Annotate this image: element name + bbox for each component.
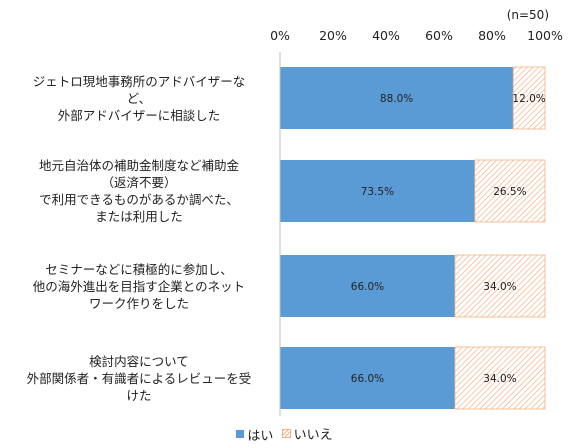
x-tick-label: 80% xyxy=(478,28,506,43)
x-tick-label: 20% xyxy=(319,28,347,43)
legend-swatch-yes xyxy=(236,430,245,438)
legend-swatch-no xyxy=(281,429,291,438)
bar-no xyxy=(512,66,546,130)
data-label: 88.0% xyxy=(379,93,414,105)
category-label: ジェトロ現地事務所のアドバイザーな ど、 外部アドバイザーに相談した xyxy=(32,73,246,123)
data-label: 12.0% xyxy=(512,93,546,105)
x-tick-label: 60% xyxy=(425,28,453,43)
data-label: 66.0% xyxy=(350,373,385,385)
x-tick-label: 100% xyxy=(527,28,563,43)
data-label: 26.5% xyxy=(493,186,527,198)
legend: はい いいえ xyxy=(0,424,569,444)
bar-no xyxy=(454,254,546,318)
data-label: 34.0% xyxy=(483,373,517,385)
legend-item-no: いいえ xyxy=(281,424,333,443)
bar-yes xyxy=(280,67,514,129)
legend-item-yes: はい xyxy=(236,425,273,444)
bar-yes xyxy=(280,347,455,409)
x-tick-label: 0% xyxy=(270,28,290,43)
data-label: 66.0% xyxy=(350,281,385,293)
legend-label-yes: はい xyxy=(247,428,274,444)
category-label: セミナーなどに積極的に参加し、 他の海外進出を目指す企業とのネット ワーク作りをした xyxy=(32,261,246,311)
data-label: 34.0% xyxy=(483,281,517,293)
data-label: 73.5% xyxy=(360,186,395,198)
legend-label-no: いいえ xyxy=(293,428,333,443)
sample-size-note: (n=50) xyxy=(506,8,549,22)
bar-no xyxy=(474,159,546,223)
category-label: 検討内容について 外部関係者・有識者によるレビューを受 けた xyxy=(26,353,252,403)
bar-no xyxy=(454,346,546,410)
bar-yes xyxy=(280,255,455,317)
category-label: 地元自治体の補助金制度など補助金 （返済不要） で利用できるものがあるか調べた、 また… xyxy=(38,158,239,224)
x-tick-label: 40% xyxy=(372,28,400,43)
bar-yes xyxy=(280,160,475,222)
